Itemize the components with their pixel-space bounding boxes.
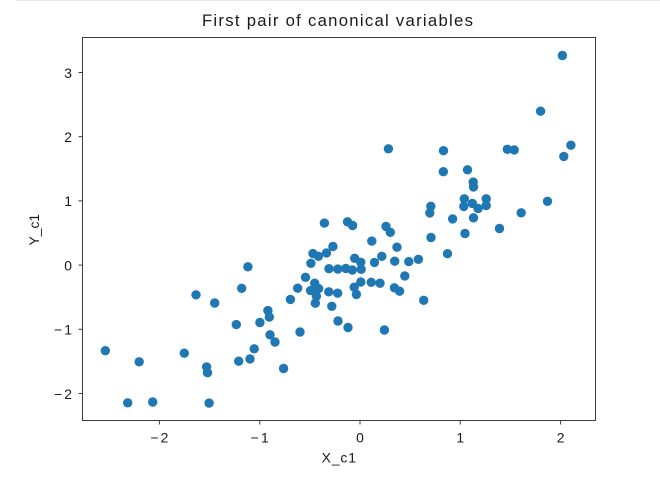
svg-text:0: 0: [356, 430, 364, 446]
svg-text:2: 2: [64, 129, 72, 145]
svg-text:1: 1: [64, 193, 72, 209]
svg-text:−1: −1: [54, 322, 74, 338]
svg-text:X_c1: X_c1: [322, 449, 357, 465]
svg-text:−2: −2: [54, 386, 74, 402]
svg-text:First pair of canonical variab: First pair of canonical variables: [202, 11, 474, 30]
svg-text:−1: −1: [251, 430, 271, 446]
svg-text:−2: −2: [150, 430, 170, 446]
svg-text:1: 1: [456, 430, 464, 446]
svg-text:3: 3: [64, 65, 72, 81]
svg-text:0: 0: [64, 257, 72, 273]
svg-text:Y_c1: Y_c1: [26, 214, 42, 246]
svg-text:2: 2: [557, 430, 565, 446]
